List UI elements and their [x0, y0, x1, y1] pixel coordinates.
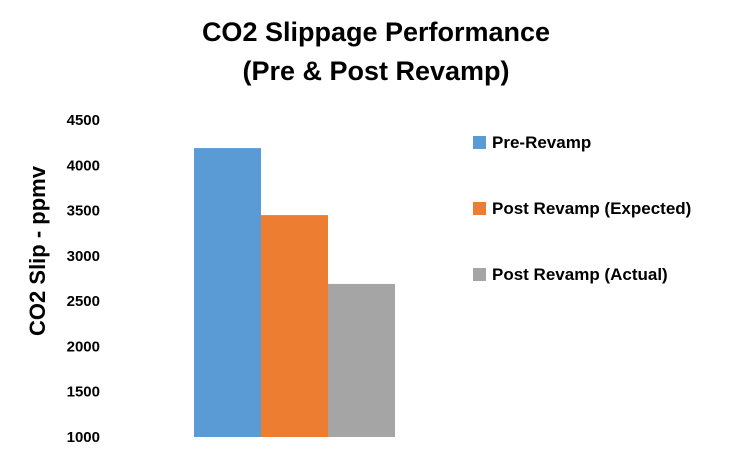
bars: [194, 148, 395, 437]
bar: [261, 215, 328, 437]
legend-swatch: [473, 136, 486, 149]
legend-label: Post Revamp (Actual): [492, 265, 668, 284]
chart-subtitle: (Pre & Post Revamp): [242, 56, 509, 86]
legend-swatch: [473, 268, 486, 281]
y-tick-label: 4500: [67, 112, 100, 129]
bar: [328, 283, 395, 437]
y-tick-label: 2500: [67, 293, 100, 310]
chart-title: CO2 Slippage Performance: [202, 17, 550, 47]
bar: [194, 148, 261, 437]
legend-label: Pre-Revamp: [492, 133, 591, 152]
y-tick-label: 4000: [67, 157, 100, 174]
y-axis-label: CO2 Slip - ppmv: [25, 165, 50, 336]
legend-swatch: [473, 202, 486, 215]
y-tick-label: 2000: [67, 338, 100, 355]
y-tick-label: 1500: [67, 384, 100, 401]
legend-label: Post Revamp (Expected): [492, 199, 691, 218]
y-tick-label: 3000: [67, 248, 100, 265]
legend: Pre-Revamp Post Revamp (Expected) Post Rev…: [473, 133, 691, 284]
y-tick-label: 1000: [67, 429, 100, 446]
y-tick-label: 3500: [67, 203, 100, 220]
y-axis-ticks: 1000 1500 2000 2500 3000 3500 4000 4500: [67, 112, 100, 446]
